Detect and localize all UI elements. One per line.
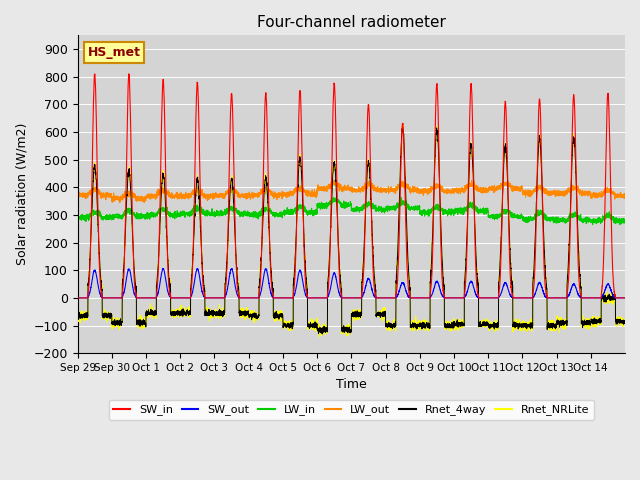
SW_in — [188, 287, 195, 293]
LW_out — [188, 191, 195, 196]
Line: LW_out: LW_out — [77, 180, 625, 203]
SW_in — [372, 294, 380, 300]
Rnet_NRLite — [399, 122, 407, 128]
SW_in — [401, 187, 409, 192]
Rnet_NRLite — [188, 280, 195, 286]
LW_out — [529, 191, 536, 196]
LW_out — [74, 193, 81, 199]
Rnet_NRLite — [502, 140, 509, 145]
Line: SW_in: SW_in — [77, 74, 625, 298]
SW_in — [125, 71, 132, 77]
LW_out — [372, 185, 380, 191]
Rnet_NRLite — [74, 313, 81, 319]
LW_in — [529, 216, 536, 222]
Rnet_NRLite — [543, 288, 550, 294]
SW_in — [543, 292, 550, 298]
Text: HS_met: HS_met — [88, 46, 141, 59]
LW_out — [401, 184, 409, 190]
LW_out — [543, 187, 550, 193]
SW_out — [529, 295, 536, 301]
SW_out — [159, 265, 166, 271]
Rnet_4way — [543, 287, 550, 292]
LW_in — [74, 215, 81, 220]
Legend: SW_in, SW_out, LW_in, LW_out, Rnet_4way, Rnet_NRLite: SW_in, SW_out, LW_in, LW_out, Rnet_4way,… — [109, 400, 594, 420]
LW_out — [116, 200, 124, 205]
Rnet_NRLite — [529, 326, 536, 332]
Rnet_4way — [502, 141, 509, 146]
Line: Rnet_4way: Rnet_4way — [77, 127, 625, 334]
Rnet_4way — [529, 325, 536, 331]
Rnet_4way — [401, 173, 409, 179]
SW_in — [502, 99, 509, 105]
LW_in — [397, 195, 405, 201]
SW_in — [529, 295, 536, 301]
SW_out — [188, 292, 195, 298]
Rnet_4way — [372, 288, 380, 294]
Rnet_NRLite — [621, 321, 629, 326]
SW_out — [74, 295, 81, 301]
Rnet_NRLite — [315, 334, 323, 340]
SW_out — [621, 295, 629, 301]
LW_in — [188, 209, 195, 215]
LW_out — [502, 180, 509, 186]
SW_in — [621, 295, 629, 301]
Rnet_4way — [621, 320, 629, 325]
LW_in — [621, 220, 629, 226]
LW_in — [502, 208, 509, 214]
Rnet_4way — [74, 314, 81, 320]
SW_in — [74, 295, 81, 301]
Line: LW_in: LW_in — [77, 198, 625, 225]
SW_out — [401, 284, 409, 290]
Line: SW_out: SW_out — [77, 268, 625, 298]
Y-axis label: Solar radiation (W/m2): Solar radiation (W/m2) — [15, 123, 28, 265]
SW_out — [543, 294, 550, 300]
Rnet_NRLite — [401, 171, 409, 177]
LW_in — [372, 206, 380, 212]
LW_out — [621, 192, 629, 197]
Rnet_4way — [319, 331, 326, 337]
Rnet_NRLite — [372, 288, 380, 294]
LW_out — [330, 178, 338, 183]
LW_in — [401, 202, 409, 208]
Line: Rnet_NRLite: Rnet_NRLite — [77, 125, 625, 337]
LW_in — [543, 216, 550, 222]
SW_out — [502, 280, 509, 286]
Rnet_4way — [188, 282, 195, 288]
Title: Four-channel radiometer: Four-channel radiometer — [257, 15, 446, 30]
Rnet_4way — [399, 124, 406, 130]
X-axis label: Time: Time — [336, 378, 367, 392]
LW_in — [589, 222, 596, 228]
SW_out — [372, 295, 380, 300]
